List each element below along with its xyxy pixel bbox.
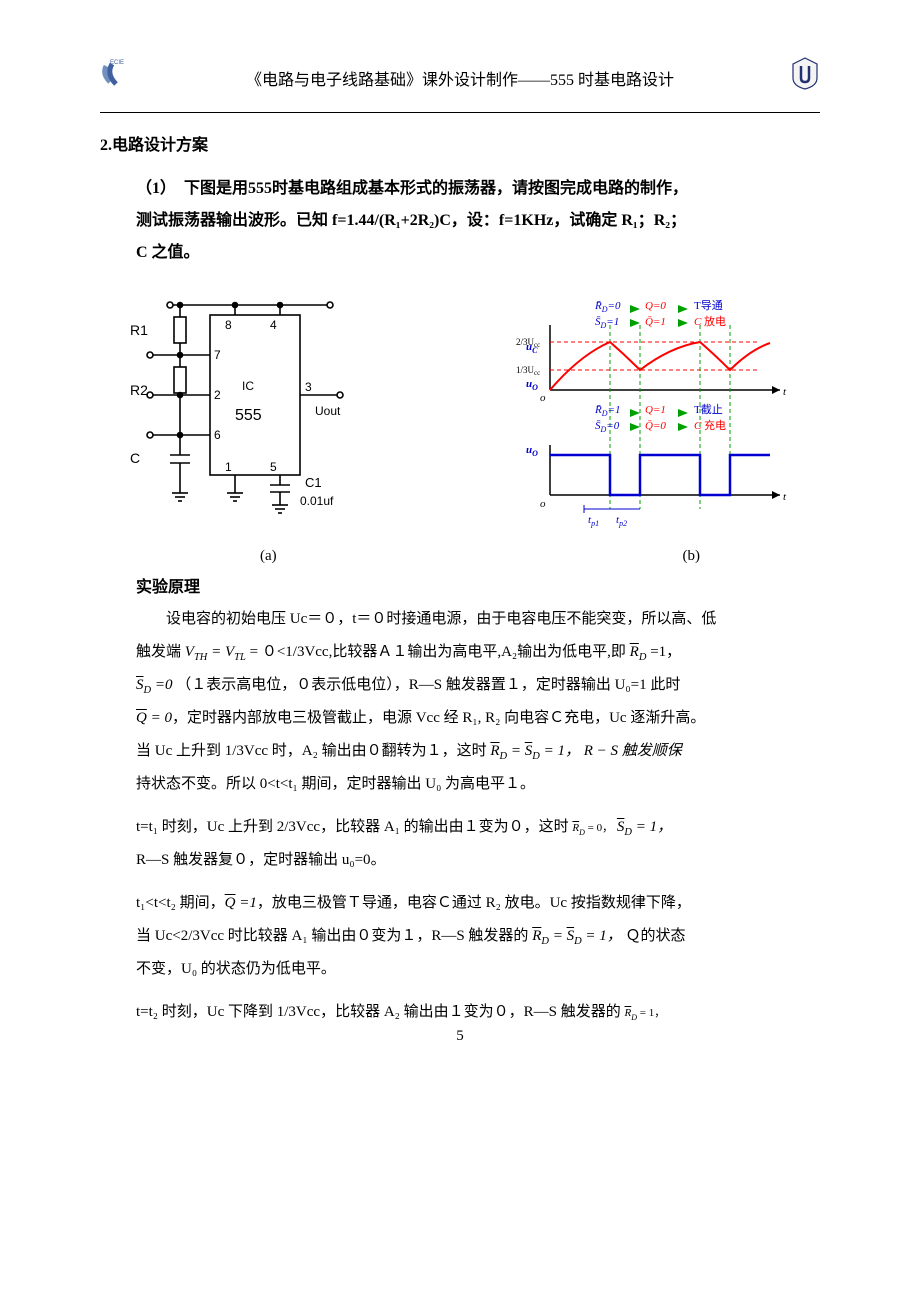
svg-text:1/3Ucc: 1/3Ucc [516, 365, 540, 377]
svg-text:t: t [783, 386, 787, 398]
para-1a: 设电容的初始电压 Uc＝０，t＝０时接通电源，由于电容电压不能突变，所以高、低 [136, 603, 820, 636]
svg-text:6: 6 [214, 428, 221, 442]
para-4b: 当 Uc<2/3Vcc 时比较器 A₁ 输出由０变为１，R—S 触发器的 RD … [136, 920, 820, 953]
svg-text:o: o [540, 392, 546, 404]
svg-text:7: 7 [214, 348, 221, 362]
svg-text:tp1: tp1 [588, 514, 599, 528]
svg-text:tp2: tp2 [616, 514, 627, 528]
svg-text:1: 1 [225, 460, 232, 474]
svg-text:2: 2 [214, 388, 221, 402]
header-title: 《电路与电子线路基础》课外设计制作——555 时基电路设计 [246, 66, 674, 90]
svg-text:R1: R1 [130, 322, 148, 338]
figure-a-circuit: IC 555 8 4 3 Uout 7 2 [110, 295, 360, 540]
body-text: 设电容的初始电压 Uc＝０，t＝０时接通电源，由于电容电压不能突变，所以高、低 … [136, 603, 820, 1029]
svg-text:R2: R2 [130, 382, 148, 398]
header-divider [100, 112, 820, 113]
svg-text:uO: uO [526, 378, 538, 392]
svg-text:放电: 放电 [704, 314, 726, 328]
para-3: t=t₁ 时刻，Uc 上升到 2/3Vcc，比较器 A₁ 的输出由１变为０，这时… [136, 811, 820, 844]
svg-text:555: 555 [235, 407, 262, 424]
section-heading: 2.电路设计方案 [100, 131, 820, 155]
svg-text:充电: 充电 [704, 418, 726, 432]
svg-text:C: C [694, 316, 702, 328]
svg-text:R̄D=1: R̄D=1 [594, 404, 620, 418]
svg-text:Q=0: Q=0 [645, 300, 666, 312]
svg-text:0.01uf: 0.01uf [300, 494, 334, 508]
task-1: （1）下图是用555时基电路组成基本形式的振荡器，请按图完成电路的制作， 测试振… [136, 173, 810, 269]
para-4: t₁<t<t₂ 期间，Q =1，放电三极管Ｔ导通，电容Ｃ通过 R₂ 放电。Uc … [136, 887, 820, 920]
university-logo [790, 56, 820, 95]
svg-text:Q̄=0: Q̄=0 [645, 420, 666, 432]
svg-text:3: 3 [305, 380, 312, 394]
svg-text:Q=1: Q=1 [645, 404, 666, 416]
para-5: t=t₂ 时刻，Uc 下降到 1/3Vcc，比较器 A₂ 输出由１变为０，R—S… [136, 996, 820, 1029]
svg-text:S̄D=0: S̄D=0 [595, 420, 620, 434]
svg-text:8: 8 [225, 318, 232, 332]
svg-text:IC: IC [242, 379, 254, 393]
svg-text:5: 5 [270, 460, 277, 474]
task-line3: C 之值。 [136, 244, 200, 261]
svg-text:C: C [694, 420, 702, 432]
svg-text:R̄D=0: R̄D=0 [594, 300, 621, 314]
caption-a: (a) [260, 548, 277, 565]
svg-text:Q̄=1: Q̄=1 [645, 316, 666, 328]
para-2: 当 Uc 上升到 1/3Vcc 时，A₂ 输出由０翻转为１，这时 RD = SD… [136, 735, 820, 768]
task-line2: 测试振荡器输出波形。已知 f=1.44/(R₁+2R₂)C，设：f=1KHz，试… [136, 212, 686, 229]
para-1b: 触发端 VTH = VTL = ０<1/3Vcc,比较器Ａ１输出为高电平,A₂输… [136, 636, 820, 669]
task-number: （1） [136, 173, 184, 205]
para-1c: SD =0 （１表示高电位，０表示低电位），R—S 触发器置１，定时器输出 U₀… [136, 669, 820, 702]
svg-text:o: o [540, 498, 546, 510]
page-number: 5 [0, 1028, 920, 1045]
section-number: 2. [100, 137, 112, 154]
figure-captions: (a) (b) [100, 548, 820, 565]
svg-text:uO: uO [526, 444, 538, 458]
svg-text:4: 4 [270, 318, 277, 332]
svg-text:S̄D=1: S̄D=1 [595, 316, 619, 330]
para-3b: R—S 触发器复０，定时器输出 u₀=0。 [136, 844, 820, 877]
para-1d: Q = 0，定时器内部放电三极管截止，电源 Vcc 经 R₁, R₂ 向电容Ｃ充… [136, 702, 820, 735]
ecie-logo: ECIE [100, 56, 136, 93]
task-line1: 下图是用555时基电路组成基本形式的振荡器，请按图完成电路的制作， [184, 180, 688, 197]
para-2b: 持状态不变。所以 0<t<t₁ 期间，定时器输出 U₀ 为高电平１。 [136, 768, 820, 801]
svg-text:C: C [130, 450, 140, 466]
svg-text:T截止: T截止 [694, 402, 723, 416]
caption-b: (b) [683, 548, 701, 565]
section-title: 电路设计方案 [112, 137, 208, 154]
svg-text:C1: C1 [305, 475, 322, 490]
subsection-heading: 实验原理 [136, 573, 820, 597]
para-4c: 不变，U₀ 的状态仍为低电平。 [136, 953, 820, 986]
svg-text:T导通: T导通 [694, 299, 723, 312]
figure-b-waveform: R̄D=0 S̄D=1 Q=0 Q̄=1 T导通 C放电 uC 2/3Ucc [500, 295, 810, 540]
svg-text:t: t [783, 491, 787, 503]
svg-text:Uout: Uout [315, 404, 341, 418]
